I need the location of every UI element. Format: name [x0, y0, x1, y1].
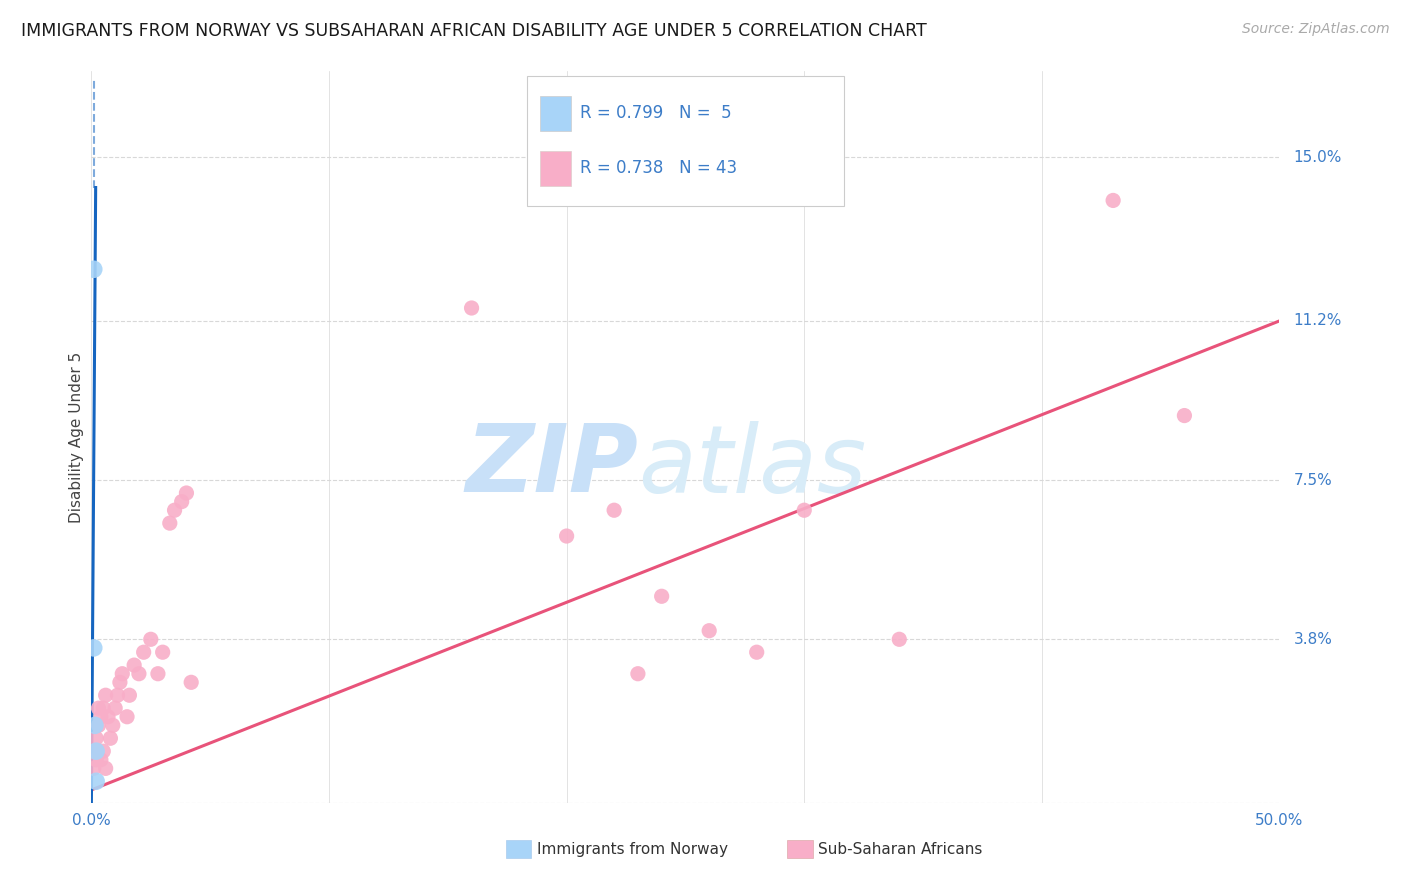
Point — [627, 666, 650, 681]
Point — [697, 624, 720, 638]
Point — [84, 753, 107, 767]
Point — [90, 710, 112, 724]
Text: 7.5%: 7.5% — [1294, 473, 1333, 488]
Point — [163, 503, 186, 517]
Point — [83, 262, 105, 277]
Point — [128, 666, 150, 681]
Text: ZIP: ZIP — [465, 420, 638, 512]
Point — [170, 494, 193, 508]
Point — [83, 744, 105, 758]
Y-axis label: Disability Age Under 5: Disability Age Under 5 — [69, 351, 84, 523]
Point — [603, 503, 626, 517]
Point — [159, 516, 181, 530]
Point — [115, 710, 138, 724]
Text: Source: ZipAtlas.com: Source: ZipAtlas.com — [1241, 22, 1389, 37]
Point — [107, 688, 129, 702]
Point — [84, 744, 107, 758]
Text: 15.0%: 15.0% — [1294, 150, 1343, 165]
Text: 3.8%: 3.8% — [1294, 632, 1333, 647]
Point — [101, 718, 124, 732]
Point — [91, 744, 114, 758]
Point — [745, 645, 768, 659]
Point — [889, 632, 911, 647]
Point — [555, 529, 578, 543]
Point — [83, 640, 105, 655]
Point — [152, 645, 174, 659]
Point — [104, 701, 127, 715]
Point — [100, 731, 122, 746]
Point — [139, 632, 162, 647]
Point — [122, 658, 145, 673]
Text: Sub-Saharan Africans: Sub-Saharan Africans — [818, 842, 983, 856]
Point — [84, 731, 107, 746]
Point — [84, 774, 107, 789]
Point — [651, 589, 673, 603]
Point — [146, 666, 169, 681]
Point — [176, 486, 198, 500]
Text: R = 0.738   N = 43: R = 0.738 N = 43 — [581, 159, 738, 178]
Text: IMMIGRANTS FROM NORWAY VS SUBSAHARAN AFRICAN DISABILITY AGE UNDER 5 CORRELATION : IMMIGRANTS FROM NORWAY VS SUBSAHARAN AFR… — [21, 22, 927, 40]
Point — [87, 701, 110, 715]
Point — [97, 710, 120, 724]
Point — [87, 718, 110, 732]
Point — [83, 761, 105, 775]
Point — [108, 675, 131, 690]
Point — [94, 761, 117, 775]
Point — [94, 688, 117, 702]
Point — [118, 688, 141, 702]
Point — [180, 675, 202, 690]
Point — [84, 718, 107, 732]
Point — [91, 701, 114, 715]
Text: atlas: atlas — [638, 421, 866, 512]
Point — [111, 666, 134, 681]
Point — [460, 301, 482, 315]
Text: 11.2%: 11.2% — [1294, 313, 1343, 328]
Point — [793, 503, 815, 517]
Text: Immigrants from Norway: Immigrants from Norway — [537, 842, 728, 856]
Point — [1102, 194, 1125, 208]
Point — [90, 753, 112, 767]
Point — [132, 645, 155, 659]
Point — [1173, 409, 1195, 423]
Text: R = 0.799   N =  5: R = 0.799 N = 5 — [581, 104, 733, 122]
